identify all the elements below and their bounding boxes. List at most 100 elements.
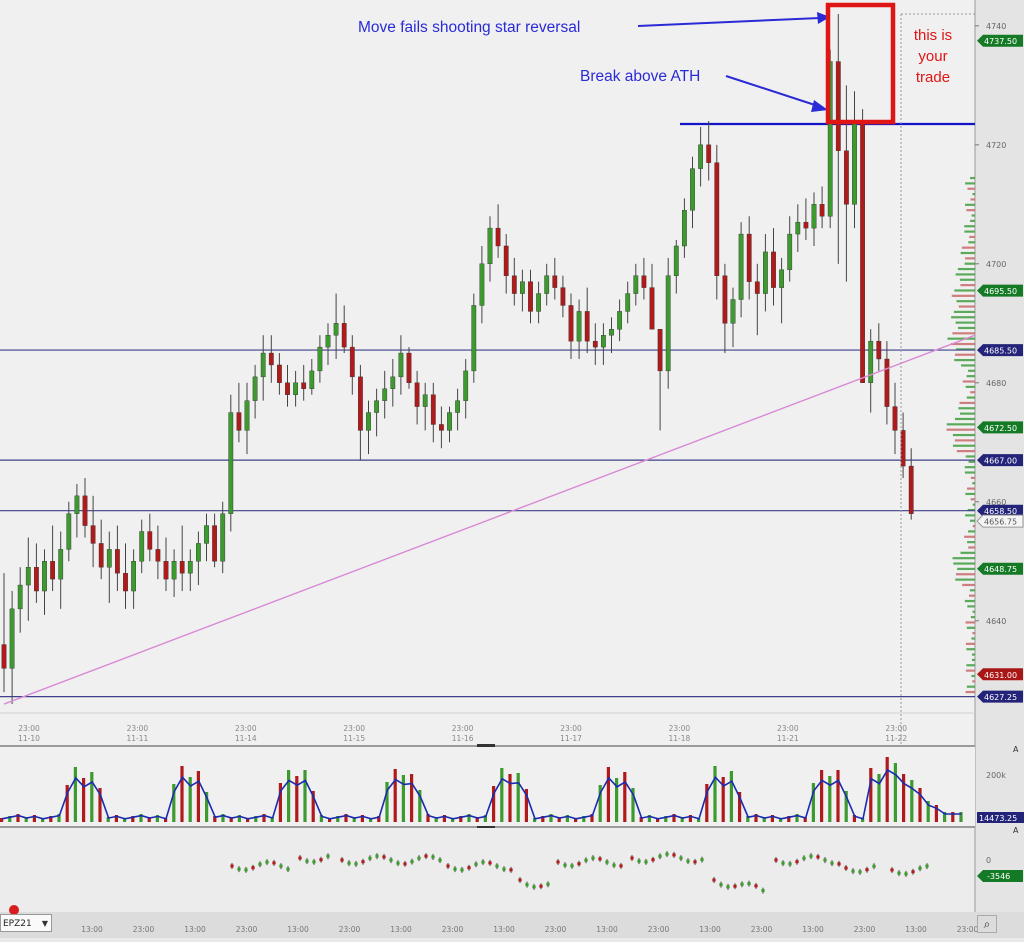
- profile-bar: [958, 305, 975, 308]
- delta-candle: [584, 858, 588, 862]
- profile-bar: [968, 530, 975, 533]
- delta-candle: [700, 858, 704, 862]
- profile-bar: [967, 605, 975, 608]
- marker-label: 4658.50: [984, 507, 1017, 516]
- volume-bar: [155, 815, 159, 822]
- profile-bar: [971, 674, 975, 678]
- profile-bar: [972, 503, 975, 506]
- delta-candle: [453, 867, 457, 871]
- profile-bar: [961, 246, 975, 249]
- profile-bar: [954, 417, 975, 421]
- arrow-shaft: [725, 75, 819, 107]
- price-tick-label: 4740: [986, 22, 1006, 31]
- candle-body: [884, 358, 890, 407]
- marker-label: 4695.50: [984, 287, 1017, 296]
- profile-bar: [964, 262, 975, 265]
- candle-body: [422, 394, 428, 407]
- price-tick-label: 4720: [986, 141, 1006, 150]
- delta-candle: [658, 854, 662, 858]
- profile-bar: [971, 653, 975, 656]
- delta-candle: [809, 854, 813, 858]
- volume-bar: [893, 763, 897, 822]
- volume-bar: [623, 772, 627, 822]
- profile-bar: [946, 423, 975, 426]
- volume-bar: [237, 815, 241, 822]
- volume-bar: [410, 774, 414, 822]
- profile-bar: [970, 176, 975, 180]
- candle-body: [195, 543, 201, 562]
- candle-body: [787, 233, 793, 270]
- date-tick-label: 11-22: [885, 734, 907, 743]
- volume-bar: [336, 816, 340, 822]
- instrument-label: EPZ21: [3, 919, 32, 929]
- delta-candle: [733, 884, 737, 888]
- arrow-shaft: [637, 17, 821, 27]
- volume-bar: [500, 768, 504, 822]
- profile-bar: [970, 615, 975, 619]
- candle-body: [746, 233, 752, 282]
- bottom-axis-bar: [0, 912, 1024, 938]
- candle-body: [552, 275, 558, 288]
- chevron-down-icon: ▼: [41, 919, 48, 928]
- candle-body: [25, 567, 31, 586]
- price-marker-white: 4656.75: [976, 514, 1024, 528]
- search-icon[interactable]: ⌕: [977, 915, 997, 933]
- profile-bar: [965, 257, 975, 260]
- candle-body: [495, 227, 501, 247]
- profile-bar: [965, 455, 975, 458]
- volume-bar: [516, 773, 520, 822]
- candle-body: [730, 299, 736, 324]
- record-dot[interactable]: [9, 905, 19, 915]
- candle-body: [9, 608, 15, 669]
- candle-body: [390, 376, 396, 389]
- bottom-time-label: 13:00: [184, 925, 206, 934]
- volume-bar: [442, 815, 446, 822]
- delta-candle: [495, 864, 499, 868]
- volume-bar: [697, 818, 701, 822]
- candle-body: [171, 561, 177, 580]
- volume-bar: [434, 817, 438, 822]
- candle-body: [268, 352, 274, 366]
- candle-body: [317, 346, 323, 372]
- delta-candle: [726, 885, 730, 889]
- volume-bar: [90, 772, 94, 822]
- marker-tag: [977, 870, 1023, 882]
- delta-candle: [747, 882, 751, 886]
- instrument-selector[interactable]: EPZ21 ▼: [0, 914, 52, 932]
- volume-bar: [943, 812, 947, 822]
- volume-bar: [295, 776, 299, 822]
- date-tick-label: 11-18: [669, 734, 691, 743]
- candle-body: [123, 572, 128, 592]
- profile-bar: [959, 401, 975, 405]
- delta-candle: [823, 858, 827, 862]
- candle-body: [544, 275, 550, 294]
- candle-body: [576, 311, 582, 342]
- candle-body: [366, 412, 371, 431]
- bottom-time-label: 23:00: [751, 925, 773, 934]
- marker-tag: [977, 812, 1024, 823]
- volume-bar: [934, 805, 938, 822]
- marker-label: 4631.00: [984, 671, 1017, 680]
- candle-body: [601, 335, 606, 348]
- profile-bar: [958, 326, 975, 330]
- delta-candle: [712, 878, 716, 882]
- volume-bar: [180, 766, 184, 822]
- candle-body: [220, 513, 226, 562]
- candle-body: [819, 204, 825, 217]
- candle-body: [301, 382, 307, 389]
- volume-bar: [639, 817, 643, 822]
- delta-candle: [525, 883, 529, 887]
- volume-bar: [16, 814, 20, 822]
- pane-grip: [477, 825, 495, 828]
- volume-bar: [820, 770, 824, 822]
- candle-body: [98, 543, 104, 568]
- profile-bar: [965, 492, 975, 496]
- delta-candle: [925, 864, 929, 868]
- profile-bar: [966, 209, 975, 212]
- profile-bar: [957, 267, 975, 271]
- volume-bar: [57, 814, 61, 822]
- bottom-time-label: 23:00: [957, 925, 979, 934]
- profile-bar: [966, 396, 975, 399]
- marker-label: 4656.75: [984, 518, 1017, 527]
